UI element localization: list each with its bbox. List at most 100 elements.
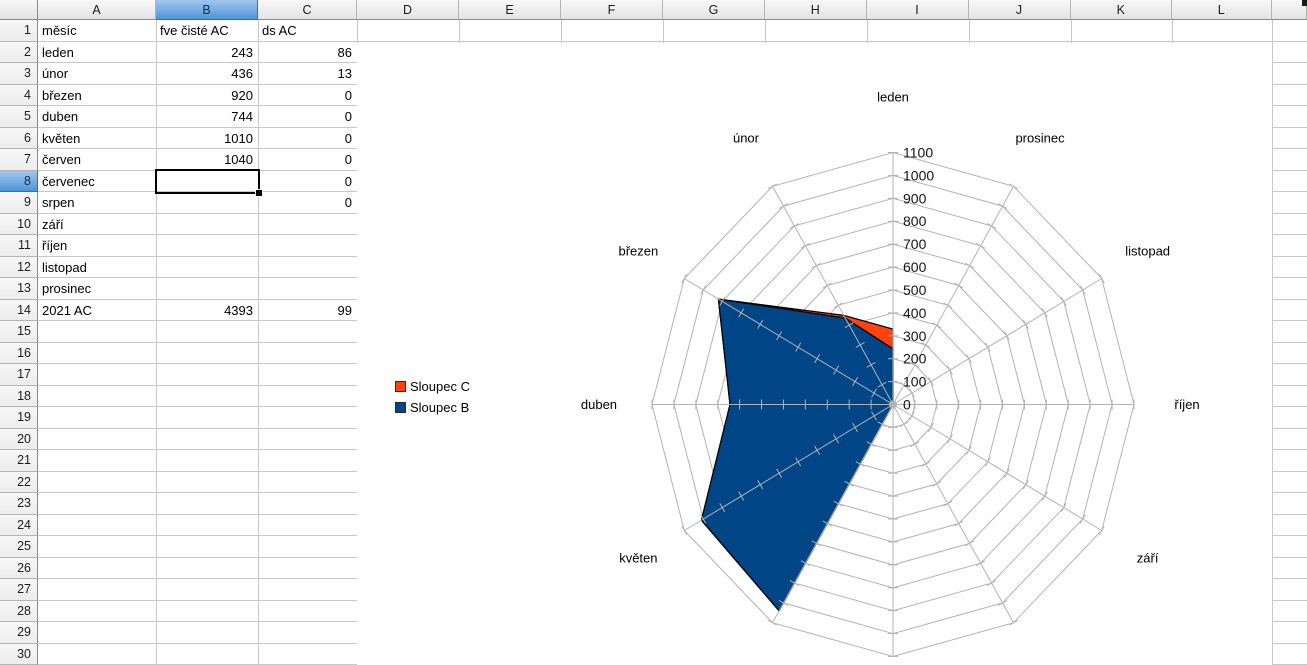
cell-C8[interactable]: 0 (344, 173, 352, 189)
row-header-26[interactable]: 26 (0, 557, 38, 579)
cell-A12[interactable]: listopad (42, 259, 87, 275)
row-header-24[interactable]: 24 (0, 514, 38, 536)
column-header-H[interactable]: H (765, 0, 867, 20)
row-header-29[interactable]: 29 (0, 622, 38, 644)
row-header-15[interactable]: 15 (0, 321, 38, 343)
cell-A10[interactable]: září (42, 216, 64, 232)
cell-C2[interactable]: 86 (337, 44, 352, 60)
row-header-10[interactable]: 10 (0, 213, 38, 235)
cell-A14[interactable]: 2021 AC (42, 302, 92, 318)
radar-axis-labels: 0 100 200 300 400 500 600 700 800 900 1000 1100 (903, 144, 934, 412)
cell-B1[interactable]: fve čisté AC (160, 23, 229, 39)
cell-selection[interactable] (154, 169, 263, 197)
cell-A8[interactable]: červenec (42, 173, 95, 189)
row-header-17[interactable]: 17 (0, 364, 38, 386)
column-header-D[interactable]: D (357, 0, 459, 20)
column-header-B[interactable]: B (156, 0, 258, 20)
web-line (1022, 479, 1029, 489)
web-line (757, 479, 764, 489)
cell-B6[interactable]: 1010 (224, 130, 253, 146)
web-line (833, 433, 840, 443)
cell-A13[interactable]: prosinec (42, 281, 92, 297)
row-header-23[interactable]: 23 (0, 493, 38, 515)
row-header-13[interactable]: 13 (0, 278, 38, 300)
web-line (844, 480, 854, 487)
cell-A9[interactable]: srpen (42, 195, 75, 211)
column-header-K[interactable]: K (1070, 0, 1172, 20)
legend-item-sloupec-c[interactable]: Sloupec C (395, 379, 470, 394)
row-header-5[interactable]: 5 (0, 106, 38, 128)
row-header-21[interactable]: 21 (0, 450, 38, 472)
row-header-16[interactable]: 16 (0, 342, 38, 364)
cell-C4[interactable]: 0 (344, 87, 352, 103)
category-label-únor: únor (733, 130, 760, 145)
cell-B7[interactable]: 1040 (224, 152, 253, 168)
cell-B2[interactable]: 243 (231, 44, 253, 60)
row-header-14[interactable]: 14 (0, 299, 38, 321)
row-header-4[interactable]: 4 (0, 84, 38, 106)
web-line (700, 284, 707, 295)
legend-item-sloupec-b[interactable]: Sloupec B (395, 399, 470, 415)
column-header-I[interactable]: I (866, 0, 969, 20)
cell-C1[interactable]: ds AC (262, 23, 297, 39)
cell-B5[interactable]: 744 (231, 109, 253, 125)
cell-C5[interactable]: 0 (344, 109, 352, 125)
axis-tick-label: 0 (903, 396, 911, 412)
grid-line (156, 20, 157, 665)
cell-A6[interactable]: květen (42, 130, 81, 146)
cell-A1[interactable]: měsíc (42, 23, 77, 39)
web-line (1060, 502, 1067, 512)
column-header-F[interactable]: F (561, 0, 663, 20)
row-header-2[interactable]: 2 (0, 41, 38, 63)
row-header-label: 15 (17, 324, 31, 339)
row-header-8[interactable]: 8 (0, 170, 38, 192)
web-line (946, 433, 953, 443)
web-line (943, 301, 953, 308)
cell-A3[interactable]: únor (42, 66, 69, 82)
column-header-J[interactable]: J (968, 0, 1071, 20)
row-header-3[interactable]: 3 (0, 63, 38, 85)
row-header-6[interactable]: 6 (0, 127, 38, 149)
cell-C6[interactable]: 0 (344, 130, 352, 146)
cell-B3[interactable]: 436 (231, 66, 253, 82)
column-header-A[interactable]: A (38, 0, 156, 20)
cell-B14[interactable]: 4393 (224, 302, 253, 318)
cell-A7[interactable]: červen (42, 152, 82, 168)
row-header-22[interactable]: 22 (0, 471, 38, 493)
column-header-E[interactable]: E (459, 0, 561, 20)
legend-label: Sloupec B (410, 399, 470, 415)
cell-C3[interactable]: 13 (337, 66, 352, 82)
column-header-L[interactable]: L (1172, 0, 1272, 20)
row-header-28[interactable]: 28 (0, 600, 38, 622)
cell-A4[interactable]: březen (42, 87, 82, 103)
cell-C14[interactable]: 99 (337, 302, 352, 318)
row-header-18[interactable]: 18 (0, 385, 38, 407)
row-header-20[interactable]: 20 (0, 428, 38, 450)
web-line (965, 539, 975, 546)
row-header-9[interactable]: 9 (0, 192, 38, 214)
row-header-27[interactable]: 27 (0, 579, 38, 601)
cell-A11[interactable]: říjen (42, 238, 68, 254)
web-line (852, 376, 858, 386)
series-sloupec-b-area[interactable] (700, 297, 894, 612)
row-header-label: 28 (17, 603, 31, 618)
column-header-G[interactable]: G (663, 0, 765, 20)
row-header-19[interactable]: 19 (0, 407, 38, 429)
row-header-12[interactable]: 12 (0, 256, 38, 278)
cell-A5[interactable]: duben (42, 109, 79, 125)
cell-A2[interactable]: leden (42, 44, 74, 60)
row-header-25[interactable]: 25 (0, 536, 38, 558)
cell-C7[interactable]: 0 (344, 152, 352, 168)
column-header-C[interactable]: C (258, 0, 357, 20)
web-line (997, 202, 1008, 209)
chart-object[interactable]: 0 100 200 300 400 500 600 700 800 900 1000 1100 lede… (357, 42, 1272, 665)
row-header-7[interactable]: 7 (0, 149, 38, 171)
cell-C9[interactable]: 0 (344, 195, 352, 211)
category-label-listopad: listopad (1125, 243, 1170, 258)
row-header-1[interactable]: 1 (0, 20, 38, 42)
cell-B4[interactable]: 920 (231, 87, 253, 103)
row-header-11[interactable]: 11 (0, 235, 38, 257)
select-all-corner[interactable] (0, 0, 38, 20)
fill-handle[interactable] (254, 188, 263, 197)
row-header-30[interactable]: 30 (0, 643, 38, 665)
